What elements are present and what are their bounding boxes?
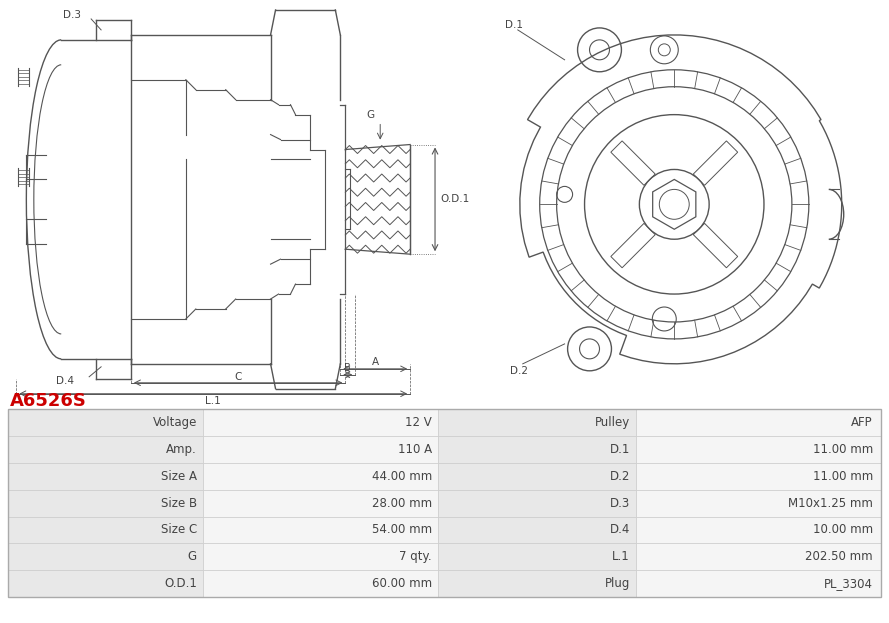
Text: A6526S: A6526S [10,392,87,410]
Text: M10x1.25 mm: M10x1.25 mm [789,497,873,510]
Text: D.2: D.2 [509,366,528,376]
Bar [636,490,881,516]
Bar [636,463,881,490]
Text: AFP: AFP [852,416,873,429]
Bar [438,543,636,570]
Text: Plug: Plug [605,577,630,590]
Text: D.4: D.4 [56,376,75,386]
Text: O.D.1: O.D.1 [164,577,197,590]
Text: 110 A: 110 A [398,443,432,456]
Bar [636,516,881,543]
Bar [438,570,636,597]
Text: G: G [188,550,197,563]
Text: Amp.: Amp. [166,443,197,456]
Bar [438,463,636,490]
Text: D.3: D.3 [63,10,81,20]
Bar [203,463,438,490]
Bar [636,570,881,597]
Bar [438,409,636,436]
Text: Pulley: Pulley [595,416,630,429]
Text: O.D.1: O.D.1 [440,194,469,204]
Text: A: A [372,357,379,367]
Bar [203,490,438,516]
Bar [203,570,438,597]
Text: B: B [344,363,350,373]
Bar [8,409,203,436]
Text: 202.50 mm: 202.50 mm [805,550,873,563]
Bar [203,436,438,463]
Text: D.1: D.1 [505,20,523,30]
Text: 11.00 mm: 11.00 mm [813,443,873,456]
Text: Size A: Size A [161,470,197,483]
Text: 54.00 mm: 54.00 mm [372,523,432,536]
Text: D.1: D.1 [610,443,630,456]
Bar [8,436,203,463]
Bar [8,463,203,490]
Text: Size C: Size C [161,523,197,536]
Bar [8,570,203,597]
Text: Size B: Size B [161,497,197,510]
Text: D.2: D.2 [610,470,630,483]
Bar [203,516,438,543]
Bar [8,409,881,597]
Text: L.1: L.1 [204,396,220,406]
Text: 28.00 mm: 28.00 mm [372,497,432,510]
Bar [438,436,636,463]
Bar [438,516,636,543]
Text: 44.00 mm: 44.00 mm [372,470,432,483]
Bar [636,409,881,436]
Bar [8,516,203,543]
Text: 11.00 mm: 11.00 mm [813,470,873,483]
Bar [636,543,881,570]
Text: D.3: D.3 [610,497,630,510]
Bar [8,543,203,570]
Text: PL_3304: PL_3304 [824,577,873,590]
Bar [203,409,438,436]
Bar [438,490,636,516]
Bar [203,543,438,570]
Bar [8,490,203,516]
Text: C: C [234,372,241,382]
Text: L.1: L.1 [613,550,630,563]
Text: Voltage: Voltage [153,416,197,429]
Text: 60.00 mm: 60.00 mm [372,577,432,590]
Text: D.4: D.4 [610,523,630,536]
Bar [636,436,881,463]
Text: G: G [366,110,374,120]
Text: 12 V: 12 V [405,416,432,429]
Text: 7 qty.: 7 qty. [399,550,432,563]
Text: 10.00 mm: 10.00 mm [813,523,873,536]
